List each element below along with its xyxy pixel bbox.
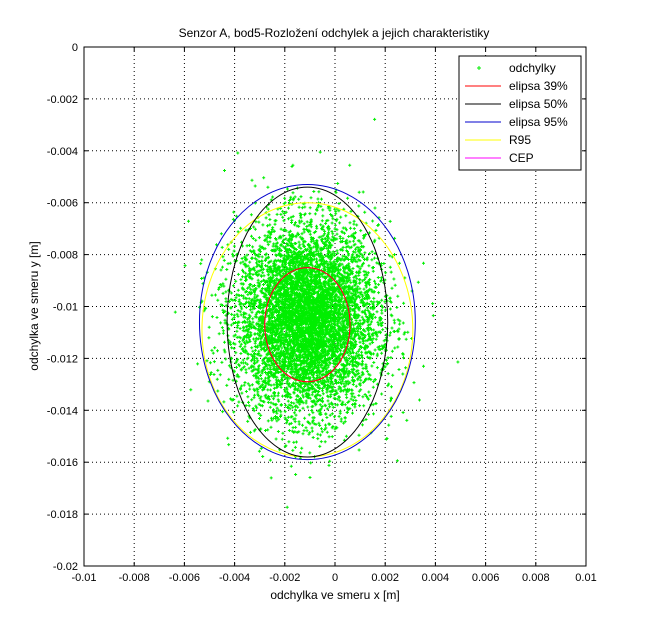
- legend-label: elipsa 50%: [509, 97, 568, 111]
- y-tick-label: -0.014: [47, 405, 78, 417]
- y-tick-label: 0: [72, 42, 78, 54]
- y-tick-label: -0.002: [47, 94, 78, 106]
- x-tick-label: -0.002: [269, 572, 300, 584]
- ellipse-curves: [198, 184, 416, 461]
- legend: odchylky elipsa 39% elipsa 50% elipsa 95% R9…: [458, 55, 582, 171]
- x-tick-label: 0.004: [422, 572, 450, 584]
- legend-label: elipsa 95%: [509, 115, 568, 129]
- chart-title: Senzor A, bod5-Rozložení odchylek a jeji…: [179, 26, 490, 40]
- x-tick-label: 0: [332, 572, 338, 584]
- x-tick-label: -0.01: [71, 572, 96, 584]
- y-tick-label: -0.006: [47, 198, 78, 210]
- y-tick-label: -0.018: [47, 509, 78, 521]
- axis-ticks: -0.01 -0.008 -0.006 -0.004 -0.002 0 0.002 0.004…: [47, 42, 597, 584]
- grid: [84, 47, 586, 566]
- x-tick-label: -0.006: [169, 572, 200, 584]
- legend-label: CEP: [509, 151, 534, 165]
- x-tick-label: 0.002: [371, 572, 399, 584]
- x-tick-label: 0.008: [522, 572, 550, 584]
- y-tick-label: -0.016: [47, 457, 78, 469]
- y-tick-label: -0.008: [47, 250, 78, 262]
- y-axis-label: odchylka ve smeru y [m]: [27, 241, 41, 370]
- curve-elipsa-39-: [264, 267, 351, 383]
- legend-label: R95: [509, 133, 531, 147]
- x-tick-label: -0.008: [119, 572, 150, 584]
- x-tick-label: -0.004: [219, 572, 250, 584]
- y-tick-label: -0.012: [47, 353, 78, 365]
- legend-label: elipsa 39%: [509, 79, 568, 93]
- curve-elipsa-95-: [198, 184, 416, 461]
- y-tick-label: -0.004: [47, 146, 78, 158]
- x-tick-label: 0.01: [575, 572, 596, 584]
- y-tick-label: -0.01: [53, 302, 78, 314]
- x-axis-label: odchylka ve smeru x [m]: [270, 588, 399, 602]
- y-tick-label: -0.02: [53, 561, 78, 573]
- legend-label: odchylky: [509, 61, 556, 75]
- x-tick-label: 0.006: [472, 572, 500, 584]
- curve-elipsa-50-: [226, 186, 389, 458]
- legend-marker-points: [477, 66, 481, 70]
- legend-box: [458, 55, 582, 171]
